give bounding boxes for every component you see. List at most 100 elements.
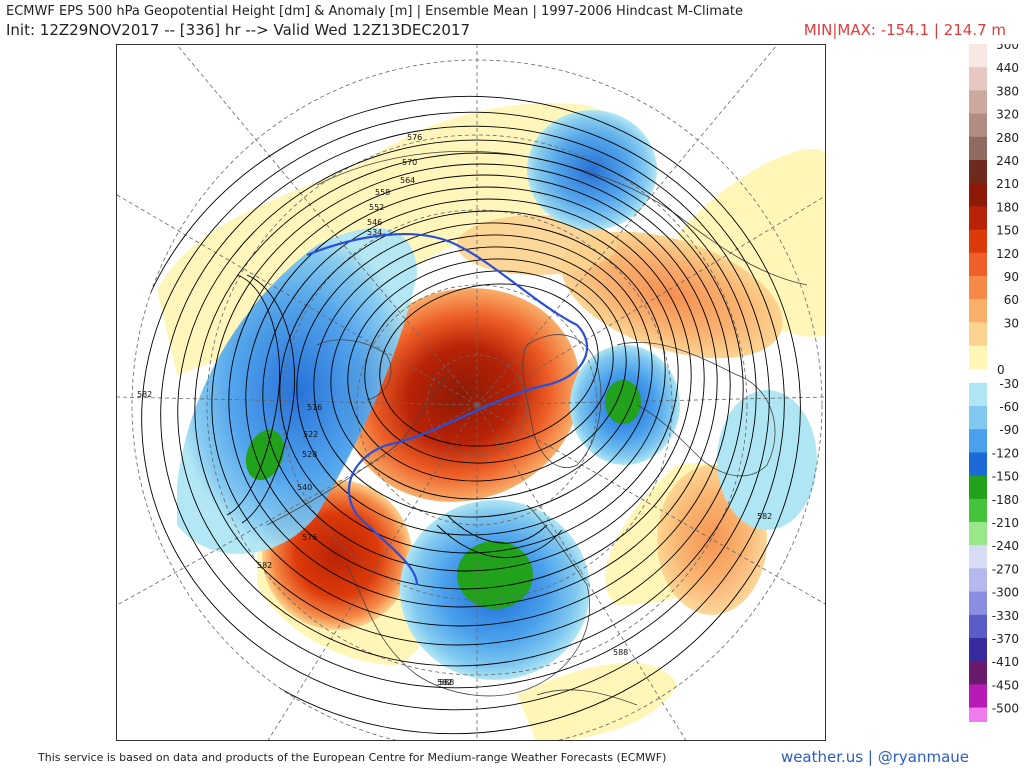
legend-swatch: [969, 345, 987, 370]
coastline-europe: [616, 341, 776, 477]
legend-label: -30: [999, 377, 1019, 391]
legend-label: 90: [1004, 270, 1019, 284]
init-valid-line: Init: 12Z29NOV2017 -- [336] hr --> Valid…: [6, 21, 471, 39]
height-contours: [132, 95, 801, 735]
contour-label: 582: [437, 678, 452, 687]
coastline-caribbean: [536, 689, 638, 706]
contour-label: 546: [367, 218, 382, 227]
legend-canvas: 5004403803202802402101801501209060300-30…: [969, 44, 1019, 722]
legend-label: -300: [992, 586, 1019, 600]
contour-label: 534: [367, 228, 382, 237]
legend-label: -330: [992, 609, 1019, 623]
contour-label: 540: [297, 483, 312, 492]
contour-label: 582: [757, 512, 772, 521]
legend-label: 240: [996, 154, 1019, 168]
contour-label: 582: [257, 561, 272, 570]
legend-swatch: [969, 183, 987, 207]
legend-swatch: [969, 545, 987, 569]
legend-swatch: [969, 707, 987, 722]
legend-label: 30: [1004, 316, 1019, 330]
polar-stereographic-map[interactable]: 582 582 582 582 576 576 570 564 558 552 …: [116, 44, 826, 741]
legend-swatch: [969, 322, 987, 347]
coastline-alaska: [316, 339, 392, 401]
contour-labels: 582 582 582 582 576 576 570 564 558 552 …: [137, 133, 772, 687]
anomaly-positive-moderate: [457, 215, 617, 275]
legend-swatch: [969, 406, 987, 430]
legend-label: -210: [992, 516, 1019, 530]
contour-label: 582: [137, 390, 152, 399]
legend-label: 120: [996, 247, 1019, 261]
contour-label: 588: [613, 648, 628, 657]
legend-swatch: [969, 113, 987, 138]
legend-label: 60: [1004, 293, 1019, 307]
anomaly-positive-moderate: [561, 231, 783, 359]
legend-label: 440: [996, 61, 1019, 75]
contour-label: 564: [400, 176, 415, 185]
contour-label: 522: [303, 430, 318, 439]
legend-swatch: [969, 429, 987, 453]
legend-swatch: [969, 44, 987, 68]
anomaly-negative: [527, 110, 657, 230]
legend-swatch: [969, 252, 987, 277]
legend-swatch: [969, 382, 987, 407]
legend-swatch: [969, 276, 987, 300]
legend-swatch: [969, 90, 987, 115]
legend-label: 210: [996, 177, 1019, 191]
legend-label: -500: [992, 702, 1019, 716]
legend-label: -150: [992, 470, 1019, 484]
legend-swatch: [969, 684, 987, 709]
legend-swatch: [969, 614, 987, 639]
contour-label: 516: [307, 403, 322, 412]
legend-swatch: [969, 522, 987, 546]
accent-contour: [306, 232, 589, 586]
contour-label: 576: [302, 533, 317, 542]
anomaly-shading: [157, 103, 825, 740]
coastline-asia: [316, 150, 808, 286]
legend-label: 280: [996, 131, 1019, 145]
coastlines: [266, 150, 808, 706]
legend-swatch: [969, 229, 987, 254]
anomaly-positive-weak: [517, 662, 677, 740]
legend-swatch: [969, 475, 987, 500]
legend-label: -180: [992, 493, 1019, 507]
contour-label: 570: [402, 158, 417, 167]
ecmwf-disclaimer: This service is based on data and produc…: [38, 751, 667, 764]
legend-label: -240: [992, 539, 1019, 553]
coastline-greenland: [522, 334, 602, 468]
legend-swatch: [969, 568, 987, 593]
anomaly-negative-extreme: [457, 541, 533, 609]
legend-label: -370: [992, 632, 1019, 646]
contour-label: 588: [439, 678, 454, 687]
legend-label: 180: [996, 200, 1019, 214]
contour-label: 528: [302, 450, 317, 459]
anomaly-negative-extreme: [605, 380, 641, 424]
legend-label: 150: [996, 224, 1019, 238]
color-scale-legend: 500 440 380 320 280 240 210 180 150 120 90 60 30 0 -30…: [969, 44, 1021, 722]
legend-swatch: [969, 452, 987, 477]
legend-label: -450: [992, 678, 1019, 692]
legend-label: 380: [996, 84, 1019, 98]
brand-link[interactable]: weather.us | @ryanmaue: [780, 748, 969, 766]
legend-swatch: [969, 638, 987, 662]
legend-label: -410: [992, 655, 1019, 669]
contour-label: 552: [369, 203, 384, 212]
legend-swatch: [969, 67, 987, 91]
min-max-readout: MIN|MAX: -154.1 | 214.7 m: [803, 21, 1006, 39]
legend-swatch: [969, 661, 987, 685]
chart-title: ECMWF EPS 500 hPa Geopotential Height [d…: [6, 4, 743, 19]
coastline-north-america: [266, 374, 590, 697]
legend-label: -120: [992, 446, 1019, 460]
legend-label: -90: [999, 423, 1019, 437]
contour-label: 576: [407, 133, 422, 142]
legend-swatch: [969, 206, 987, 231]
legend-label: -270: [992, 562, 1019, 576]
legend-label: -60: [999, 400, 1019, 414]
legend-swatch: [969, 136, 987, 161]
legend-swatch: [969, 160, 987, 184]
legend-zero-label: 0: [997, 363, 1005, 377]
legend-label: 500: [996, 44, 1019, 52]
contour-label: 558: [375, 188, 390, 197]
map-canvas: 582 582 582 582 576 576 570 564 558 552 …: [117, 45, 825, 740]
legend-swatch: [969, 591, 987, 616]
legend-label: 320: [996, 108, 1019, 122]
